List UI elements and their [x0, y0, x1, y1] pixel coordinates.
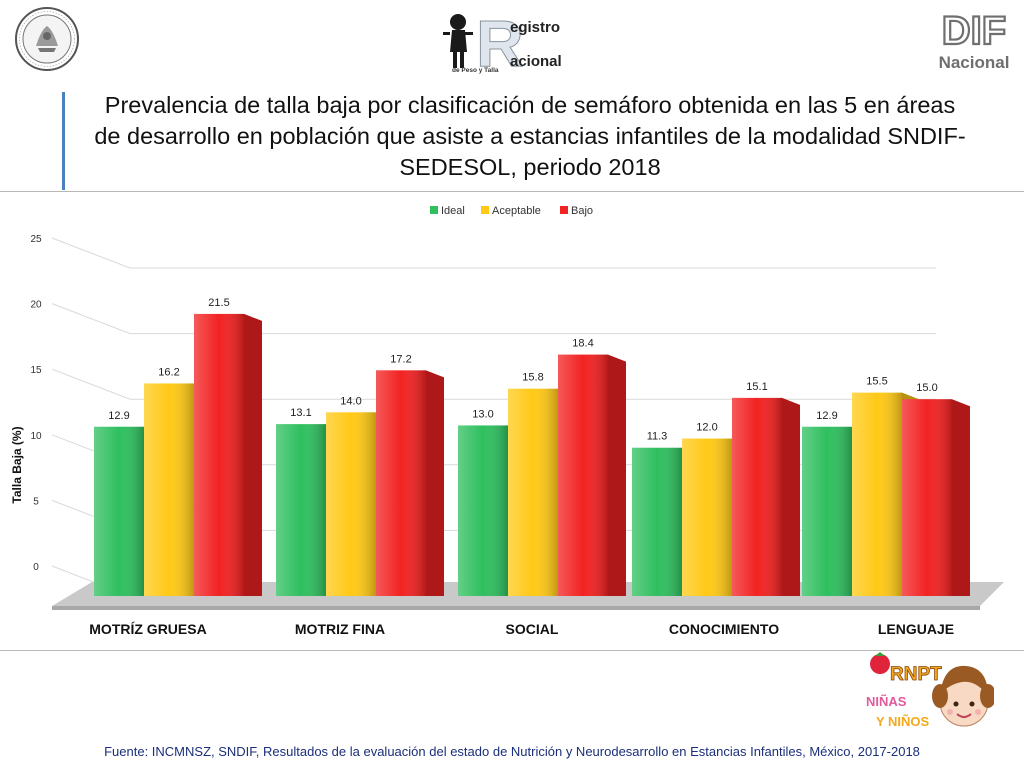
legend-swatch: [560, 206, 568, 214]
ninos-text: Y NIÑOS: [876, 714, 930, 729]
bar-sheen: [732, 397, 782, 596]
category-label: MOTRÍZ GRUESA: [89, 621, 206, 637]
bar-sheen: [194, 313, 244, 596]
value-label: 13.1: [290, 407, 311, 419]
bar-bajo-3: [558, 354, 626, 596]
bar-side: [952, 399, 970, 596]
dif-nacional-text: Nacional: [939, 53, 1010, 72]
y-tick-label: 10: [30, 431, 42, 442]
bar-sheen: [558, 354, 608, 596]
value-label: 21.5: [208, 297, 229, 309]
value-label: 15.0: [916, 382, 937, 394]
legend-item-ideal: Ideal: [430, 205, 465, 217]
value-label: 17.2: [390, 353, 411, 365]
bar-bajo-2: [376, 370, 444, 596]
registro-line2: acional: [510, 53, 562, 70]
gridline-diag: [51, 303, 131, 335]
bar-sheen: [632, 447, 682, 596]
value-label: 11.3: [647, 431, 668, 443]
y-axis-ticks: 0 5 10 15 20 25: [30, 234, 42, 573]
floor-edge: [52, 606, 980, 610]
registro-initial: R: [476, 6, 524, 74]
category-label: MOTRIZ FINA: [295, 621, 385, 637]
title-accent-bar: [62, 92, 65, 190]
legend-item-aceptable: Aceptable: [481, 205, 541, 217]
bar-bajo-1: [194, 313, 262, 596]
ninas-text: NIÑAS: [866, 694, 907, 709]
bar-bajo-4: [732, 397, 800, 596]
y-tick-label: 25: [30, 234, 42, 245]
page-title: Prevalencia de talla baja por clasificac…: [94, 92, 966, 180]
value-label: 12.9: [108, 410, 129, 422]
legend-label: Ideal: [441, 205, 465, 217]
chart-divider: [0, 650, 1024, 651]
value-label: 13.0: [472, 408, 493, 420]
bar-sheen: [376, 370, 426, 596]
gridline-diag: [51, 368, 131, 400]
registro-line1: egistro: [510, 19, 560, 36]
y-tick-label: 20: [30, 300, 42, 311]
category-label: LENGUAJE: [878, 621, 954, 637]
dif-nacional-logo: DIF Nacional: [932, 8, 1016, 72]
value-label: 12.0: [696, 422, 717, 434]
rnpt-badge: RNPT: [890, 664, 942, 685]
value-label: 12.9: [816, 410, 837, 422]
bar-side: [244, 313, 262, 596]
gridline-diag: [51, 237, 131, 269]
y-tick-label: 5: [33, 496, 39, 507]
rnpt-ninas-ninos-logo: RNPT NIÑAS Y NIÑOS: [862, 650, 996, 738]
chart-legend: Ideal Aceptable Bajo: [430, 205, 593, 217]
chart-value-labels: 12.9 16.2 21.5 13.1 14.0 17.2 13.0 15.8 18.4 11.3…: [108, 297, 937, 443]
category-label: CONOCIMIENTO: [669, 621, 779, 637]
dif-letters: DIF: [942, 9, 1006, 53]
source-note: Fuente: INCMNSZ, SNDIF, Resultados de la…: [104, 744, 920, 759]
value-label: 16.2: [158, 366, 179, 378]
y-tick-label: 0: [33, 562, 39, 573]
value-label: 15.8: [522, 372, 543, 384]
bar-side: [608, 354, 626, 596]
bar-sheen: [682, 438, 732, 596]
header-divider: [0, 191, 1024, 192]
category-label: SOCIAL: [506, 621, 559, 637]
bar-sheen: [802, 426, 852, 596]
legend-item-bajo: Bajo: [560, 205, 593, 217]
legend-swatch: [481, 206, 489, 214]
value-label: 14.0: [340, 395, 361, 407]
y-tick-label: 15: [30, 365, 42, 376]
value-label: 15.5: [866, 376, 887, 388]
institution-seal-logo: [15, 7, 79, 71]
bar-sheen: [94, 426, 144, 596]
chart-bars: [94, 313, 970, 596]
registro-nacional-logo: R egistro acional de Peso y Talla: [438, 2, 578, 81]
registro-subtitle: de Peso y Talla: [452, 67, 499, 74]
x-axis-categories: MOTRÍZ GRUESA MOTRIZ FINA SOCIAL CONOCIMIEN…: [89, 621, 954, 637]
bar-side: [426, 370, 444, 596]
legend-label: Bajo: [571, 205, 593, 217]
bar-sheen: [902, 399, 952, 596]
legend-label: Aceptable: [492, 205, 541, 217]
bar-sheen: [326, 412, 376, 596]
bar-bajo-5: [902, 399, 970, 596]
y-axis-label: Talla Baja (%): [10, 426, 24, 503]
bar-chart: Ideal Aceptable Bajo 0 5 10 15 20 25 12.9 16.2 21…: [10, 205, 1004, 637]
bar-sheen: [458, 425, 508, 596]
legend-swatch: [430, 206, 438, 214]
value-label: 18.4: [572, 338, 593, 350]
bar-side: [782, 397, 800, 596]
bar-sheen: [508, 388, 558, 596]
bar-sheen: [852, 392, 902, 596]
value-label: 15.1: [746, 381, 767, 393]
bar-sheen: [276, 424, 326, 596]
bar-ideal-3: [458, 425, 526, 596]
bar-sheen: [144, 383, 194, 596]
